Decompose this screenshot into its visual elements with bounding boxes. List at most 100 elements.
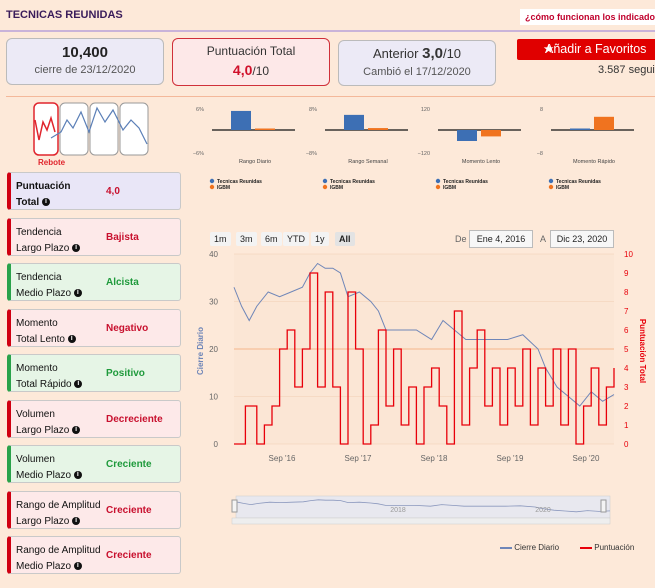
mini-legend-label: Tecnicas Reunidas [330,179,375,185]
indicator-row[interactable]: Rango de Amplitud Largo Plazo i Creciente [7,490,181,530]
indicator-name-line2: Medio Plazo [16,470,74,481]
x-tick: Sep '20 [573,454,600,463]
mini-chart-bar [368,128,388,130]
indicator-name-line2: Total Lento [16,333,68,345]
mini-chart-bar [231,110,251,130]
help-link[interactable]: ¿cómo funcionan los indicadores? [520,9,655,25]
navigator-label: 2020 [535,507,551,514]
indicator-value: Decreciente [106,413,163,425]
range-button-ytd[interactable]: YTD [283,232,309,246]
indicator-name-line1: Rango de Amplitud [16,545,101,556]
y-left-tick: 20 [209,345,218,354]
add-favorite-button[interactable]: ★ Añadir a Favoritos [517,39,655,60]
range-button-1y[interactable]: 1y [311,232,329,246]
range-button-all[interactable]: All [335,232,355,246]
close-date: cierre de 23/12/2020 [34,64,136,76]
legend-label: Cierre Diario [514,543,560,552]
mini-legend-dot [435,178,441,184]
y-right-tick: 7 [624,307,629,316]
previous-score-max: /10 [442,46,462,61]
indicator-row[interactable]: Tendencia Largo Plazo i Bajista [7,217,181,256]
y-right-tick: 8 [624,288,629,297]
indicator-name: Momento Total Rápido i [16,361,83,393]
info-icon[interactable]: i [41,198,50,207]
date-from-input[interactable]: Ene 4, 2016 [469,230,533,248]
mini-chart-ymax: 8 [540,107,543,113]
indicator-name-line1: Tendencia [16,272,62,283]
mini-chart-title: Momento Rápido [573,159,615,165]
indicator-row[interactable]: Puntuación Total i 4,0 [7,172,181,210]
pattern-panel [119,102,149,156]
pattern-label: Rebote [38,158,66,167]
mini-legend-label: IGBM [556,185,569,191]
indicator-row[interactable]: Volumen Medio Plazo i Creciente [7,445,181,483]
x-tick: Sep '19 [497,454,524,463]
indicator-name-line2: Total Rápido [16,379,75,390]
info-icon[interactable]: i [72,516,81,525]
indicator-name-line2: Medio Plazo [16,288,74,299]
info-icon[interactable]: i [73,562,82,571]
navigator-label: 2018 [390,507,406,514]
range-button-6m[interactable]: 6m [261,232,282,246]
legend-puntuacion[interactable]: Puntuación [580,543,634,552]
price-score-chart[interactable]: 0 10 20 30 40 0 1 2 3 4 5 6 7 8 9 10 Sep '16 Sep '17 Sep '… [190,246,655,526]
info-icon[interactable]: i [73,471,82,480]
total-score-label: Puntuación Total [206,44,296,58]
mini-chart-bar [570,128,590,130]
mini-legend-dot [548,184,554,190]
legend-swatch [500,546,512,549]
mini-chart-title: Rango Semanal [348,159,387,165]
info-icon[interactable]: i [73,289,82,298]
y-left-tick: 0 [214,440,219,449]
y-left-tick: 40 [209,250,218,259]
legend-swatch [580,546,592,549]
info-icon[interactable]: i [72,243,81,252]
range-button-3m[interactable]: 3m [236,232,257,246]
y-right-tick: 5 [624,345,629,354]
range-button-1m[interactable]: 1m [210,232,231,246]
series-line-cierre [233,262,615,407]
indicator-name-line2: Medio Plazo [16,561,74,572]
divider [6,96,655,97]
indicator-name: Tendencia Medio Plazo i [16,270,82,302]
x-tick: Sep '18 [421,454,448,463]
indicator-row[interactable]: Momento Total Lento i Negativo [7,308,181,348]
mini-chart-ymax: 120 [421,107,430,113]
y-right-label: Puntuación Total [638,319,647,383]
mini-chart-bar [481,130,501,137]
pattern-line-rebote [34,115,56,141]
indicator-name: Puntuación Total i [16,179,70,211]
date-to-input[interactable]: Dic 23, 2020 [550,230,614,248]
indicator-name: Momento Total Lento i [16,316,76,348]
close-price-card: 10,400 cierre de 23/12/2020 [6,38,164,85]
info-icon[interactable]: i [72,425,81,434]
legend-label: Puntuación [594,543,635,552]
mini-legend-label: IGBM [330,185,343,191]
indicator-row[interactable]: Volumen Largo Plazo i Decreciente [7,399,181,438]
mini-legend-label: Tecnicas Reunidas [443,179,488,185]
indicator-name-line1: Volumen [16,454,55,465]
pattern-chart[interactable] [33,102,149,156]
indicator-row[interactable]: Rango de Amplitud Medio Plazo i Creciente [7,536,181,574]
add-favorite-label: Añadir a Favoritos [545,42,647,56]
indicator-value: Negativo [106,322,149,334]
company-title: TECNICAS REUNIDAS [6,9,123,21]
indicator-row[interactable]: Momento Total Rápido i Positivo [7,354,181,392]
y-right-tick: 0 [624,440,629,449]
mini-chart-title: Rango Diario [239,159,271,165]
info-icon[interactable]: i [74,380,83,389]
mini-legend-dot [322,184,328,190]
mini-chart-title: Momento Lento [462,159,500,165]
indicator-name: Rango de Amplitud Largo Plazo i [16,498,101,530]
date-to-label: A [540,234,547,244]
indicator-name-line1: Tendencia [16,226,62,238]
legend-cierre[interactable]: Cierre Diario [500,543,559,552]
previous-score-value: 3,0 [422,45,443,62]
indicator-value: Creciente [106,550,152,561]
indicator-row[interactable]: Tendencia Medio Plazo i Alcista [7,263,181,301]
mini-legend-dot [322,178,328,184]
info-icon[interactable]: i [67,334,76,343]
mini-chart-ymin: −8 [537,151,543,157]
total-score-max: /10 [252,64,270,78]
indicator-value: Creciente [106,459,152,470]
